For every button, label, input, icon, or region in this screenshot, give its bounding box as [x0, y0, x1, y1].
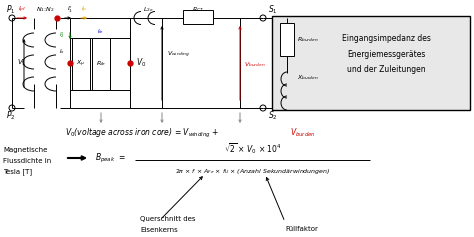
- Text: $I_2'$: $I_2'$: [59, 30, 65, 40]
- Bar: [92, 38, 110, 90]
- Text: $V_0$(voltage across iron core) = $V_{winding}$ +: $V_0$(voltage across iron core) = $V_{wi…: [65, 127, 220, 140]
- Text: $X_{burden}$: $X_{burden}$: [297, 73, 319, 82]
- Bar: [183, 10, 213, 24]
- Text: $V_0$: $V_0$: [136, 57, 146, 69]
- Bar: [272, 16, 470, 110]
- Text: $I_p$: $I_p$: [81, 5, 87, 15]
- Text: Flussdichte in: Flussdichte in: [3, 158, 51, 164]
- Text: $V_{burden}$: $V_{burden}$: [290, 127, 316, 139]
- Text: $R_{burden}$: $R_{burden}$: [297, 35, 319, 44]
- Text: $V_{winding}$: $V_{winding}$: [167, 50, 190, 60]
- Text: Füllfaktor: Füllfaktor: [285, 226, 318, 232]
- Text: $P_2$: $P_2$: [6, 110, 16, 122]
- Text: $N_1$:$N_2$: $N_1$:$N_2$: [36, 5, 55, 14]
- Text: Eingangsimpedanz des: Eingangsimpedanz des: [342, 33, 430, 42]
- Text: $S_1$: $S_1$: [268, 4, 278, 16]
- Text: Querschnitt des: Querschnitt des: [140, 216, 195, 222]
- Text: $\sqrt{2}$ × $V_0$ × $10^4$: $\sqrt{2}$ × $V_0$ × $10^4$: [224, 141, 282, 156]
- Text: $I_{pf}$: $I_{pf}$: [18, 5, 27, 15]
- Text: Magnetische: Magnetische: [3, 147, 47, 153]
- Bar: [72, 38, 90, 90]
- Text: $I_{fe}$: $I_{fe}$: [97, 27, 105, 36]
- Text: $S_2$: $S_2$: [268, 110, 278, 122]
- Text: $I_1'$: $I_1'$: [67, 5, 73, 15]
- Text: $P_1$: $P_1$: [6, 4, 16, 16]
- Text: $V_{burden}$: $V_{burden}$: [244, 60, 265, 69]
- Bar: [280, 23, 294, 56]
- Text: Energiemessgerätes: Energiemessgerätes: [347, 50, 425, 59]
- Text: $R_{CT}$: $R_{CT}$: [192, 5, 204, 14]
- Text: $R_{fe}$: $R_{fe}$: [96, 59, 106, 68]
- Text: $2\pi$ × $f$ × $A_{Fe}$ × $f_U$ × (Anzahl Sekundärwindungen): $2\pi$ × $f$ × $A_{Fe}$ × $f_U$ × (Anzah…: [175, 167, 330, 176]
- Text: $L_{2e}$: $L_{2e}$: [143, 5, 154, 14]
- Text: $I_x$: $I_x$: [59, 48, 65, 56]
- Text: $B_{peak}$  =: $B_{peak}$ =: [95, 151, 126, 164]
- Text: und der Zuleitungen: und der Zuleitungen: [346, 65, 425, 74]
- Text: $X_\mu$: $X_\mu$: [76, 59, 86, 69]
- Text: Tesla [T]: Tesla [T]: [3, 169, 32, 175]
- Text: $V_1$: $V_1$: [17, 58, 27, 68]
- Text: Eisenkerns: Eisenkerns: [140, 227, 178, 233]
